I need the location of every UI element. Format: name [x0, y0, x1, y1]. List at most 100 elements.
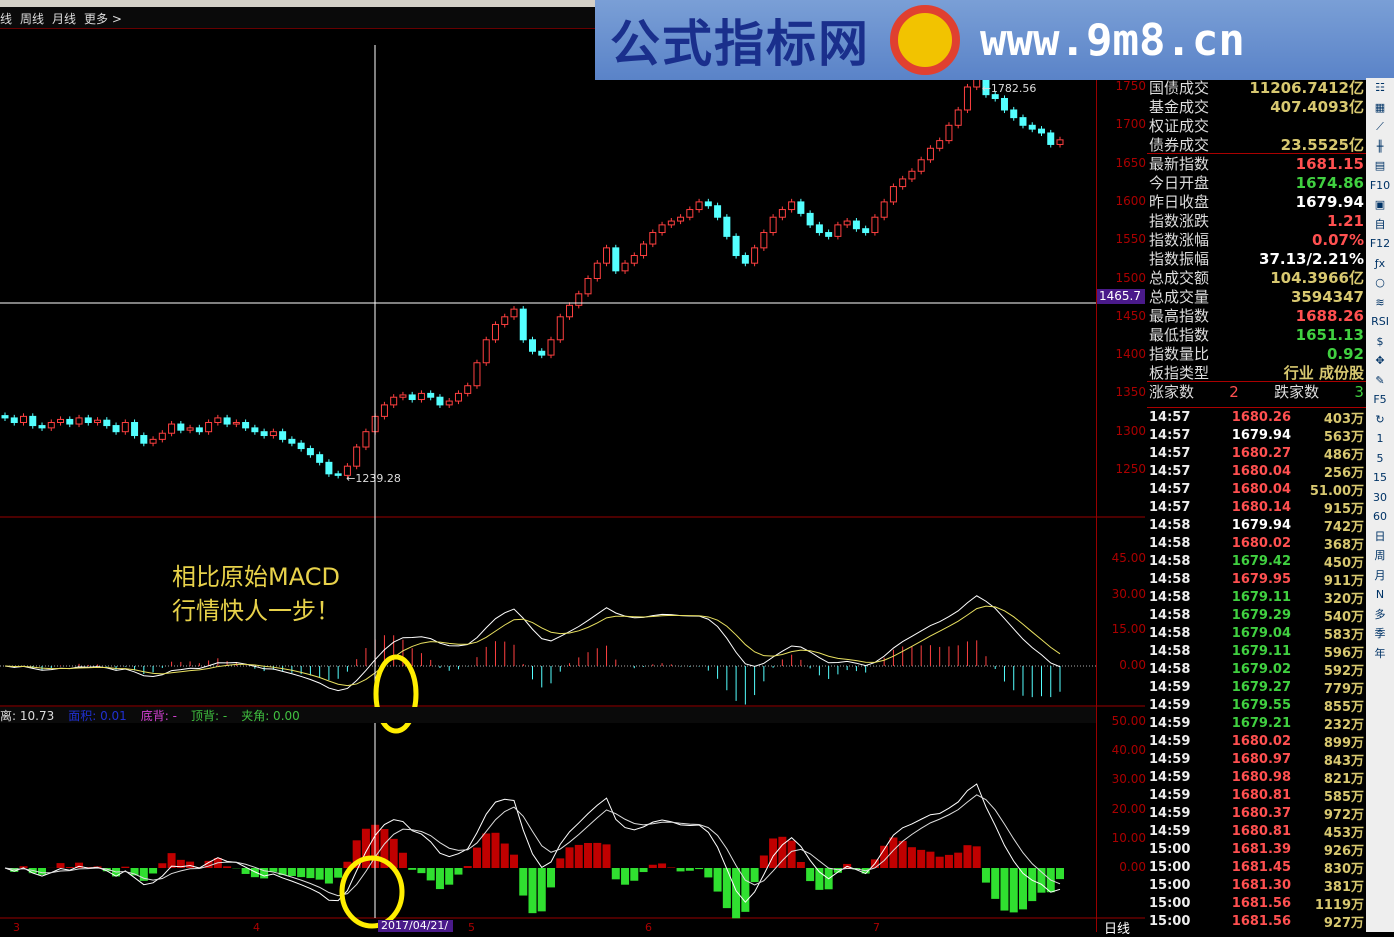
info-value: 11206.7412亿 — [1249, 77, 1364, 98]
period-tab[interactable]: 线 — [0, 12, 12, 26]
tool-button[interactable]: F12 — [1366, 234, 1394, 254]
tool-button[interactable]: 5 — [1366, 449, 1394, 469]
info-label: 最低指数 — [1149, 324, 1209, 345]
period-tab[interactable]: 更多 > — [84, 12, 122, 26]
candle-body — [687, 210, 693, 218]
axis-divider — [1096, 30, 1097, 932]
tool-button[interactable]: ✎ — [1366, 371, 1394, 391]
info-label: 今日开盘 — [1149, 172, 1209, 193]
tool-button[interactable]: ▦ — [1366, 98, 1394, 118]
candle-body — [122, 423, 128, 432]
macd-tick: 30.00 — [1100, 588, 1146, 601]
tick-volume: 915万 — [1291, 498, 1364, 517]
x-tick: 5 — [468, 921, 475, 932]
tool-button[interactable]: 季 — [1366, 624, 1394, 644]
candle-body — [770, 217, 776, 232]
tool-button[interactable]: 日 — [1366, 527, 1394, 547]
candle-body — [2, 416, 8, 418]
lower-tick: 0.00 — [1100, 861, 1146, 874]
tool-button[interactable]: 15 — [1366, 468, 1394, 488]
tool-button[interactable]: ▣ — [1366, 195, 1394, 215]
tick-time: 14:58 — [1149, 590, 1221, 605]
info-value: 0.92 — [1327, 345, 1364, 363]
period-label[interactable]: 日线 — [1104, 918, 1130, 937]
tool-button[interactable]: 周 — [1366, 546, 1394, 566]
tool-button[interactable]: 月 — [1366, 566, 1394, 586]
period-tab[interactable]: 月线 — [52, 12, 76, 26]
tick-price: 1679.11 — [1221, 644, 1291, 659]
tool-button[interactable]: ✥ — [1366, 351, 1394, 371]
tick-time: 14:57 — [1149, 482, 1221, 497]
tool-button[interactable]: ≋ — [1366, 293, 1394, 313]
tool-button[interactable]: F10 — [1366, 176, 1394, 196]
candle-body — [76, 418, 82, 424]
tick-volume: 486万 — [1291, 444, 1364, 463]
tool-button[interactable]: 30 — [1366, 488, 1394, 508]
tool-button[interactable]: ƒx — [1366, 254, 1394, 274]
candle-body — [733, 236, 739, 255]
crosshair-price-label: 1465.7 — [1097, 289, 1145, 304]
tool-button[interactable]: ⟋ — [1366, 117, 1394, 137]
tool-button[interactable]: 60 — [1366, 507, 1394, 527]
tick-time: 14:59 — [1149, 752, 1221, 767]
tick-volume: 855万 — [1291, 696, 1364, 715]
tool-button[interactable]: RSI — [1366, 312, 1394, 332]
indicator-value: 顶背: - — [191, 709, 227, 723]
tool-button[interactable]: $ — [1366, 332, 1394, 352]
candle-body — [95, 420, 101, 422]
candle-body — [742, 256, 748, 264]
tick-volume: 742万 — [1291, 516, 1364, 535]
lower-bar — [1056, 868, 1064, 879]
tool-button[interactable]: ☷ — [1366, 78, 1394, 98]
indicator-value: 夹角: 0.00 — [241, 709, 300, 723]
lower-bar — [57, 863, 65, 868]
lower-bar — [954, 853, 962, 868]
tool-button[interactable]: F5 — [1366, 390, 1394, 410]
info-label: 板指类型 — [1149, 362, 1209, 383]
info-row: 权证成交 — [1147, 116, 1366, 135]
tick-price: 1679.95 — [1221, 572, 1291, 587]
lower-bar — [621, 868, 629, 885]
period-tab[interactable]: 周线 — [20, 12, 44, 26]
info-label: 债券成交 — [1149, 134, 1209, 155]
tick-volume: 596万 — [1291, 642, 1364, 661]
tick-price: 1681.39 — [1221, 842, 1291, 857]
candle-body — [437, 397, 443, 405]
lower-tick: 50.00 — [1100, 715, 1146, 728]
tool-button[interactable]: 多 — [1366, 605, 1394, 625]
candle-body — [715, 206, 721, 217]
tool-button[interactable]: 1 — [1366, 429, 1394, 449]
tick-volume: 540万 — [1291, 606, 1364, 625]
tool-button[interactable]: ↻ — [1366, 410, 1394, 430]
tool-button[interactable]: 年 — [1366, 644, 1394, 664]
tick-volume: 585万 — [1291, 786, 1364, 805]
lower-bar — [917, 850, 925, 868]
info-value: 23.5525亿 — [1281, 134, 1364, 155]
tool-button[interactable]: ○ — [1366, 273, 1394, 293]
tool-button[interactable]: 自 — [1366, 215, 1394, 235]
tool-button[interactable]: N — [1366, 585, 1394, 605]
tick-time: 14:58 — [1149, 572, 1221, 587]
candle-body — [187, 428, 193, 430]
candle-body — [937, 141, 943, 149]
tool-button[interactable]: ╫ — [1366, 137, 1394, 157]
lower-bar — [936, 857, 944, 868]
tick-time: 15:00 — [1149, 878, 1221, 893]
tool-button[interactable]: ▤ — [1366, 156, 1394, 176]
lower-bar — [945, 855, 953, 868]
